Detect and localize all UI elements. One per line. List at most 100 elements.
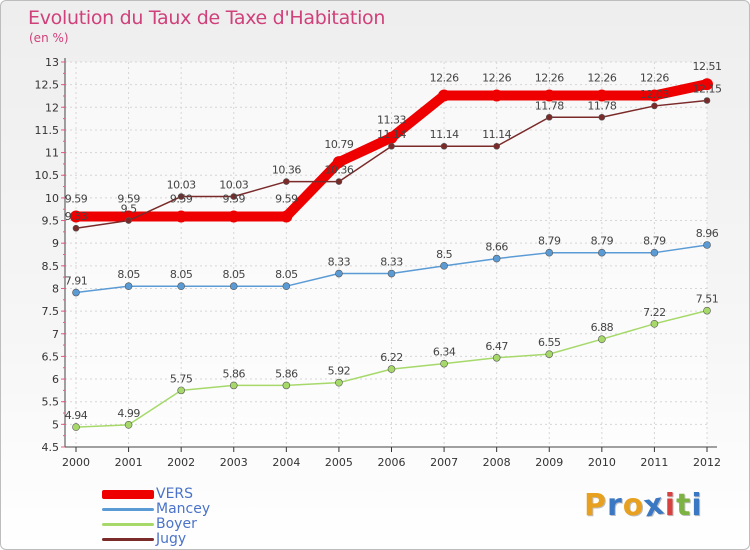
data-point-vers: [385, 131, 398, 144]
data-label-jugy: 10.03: [219, 179, 248, 192]
data-point-jugy: [703, 97, 711, 104]
legend-swatch: [102, 537, 154, 541]
data-point-jugy: [651, 102, 658, 110]
data-label-vers: 9.59: [223, 192, 246, 205]
data-label-boyer: 5.75: [170, 372, 193, 385]
data-label-jugy: 11.14: [377, 128, 406, 141]
data-point-boyer: [72, 423, 80, 431]
data-label-vers: 10.79: [324, 138, 353, 151]
data-label-mancey: 8.96: [696, 227, 719, 240]
data-point-vers: [595, 89, 608, 102]
data-point-jugy: [388, 142, 395, 150]
data-point-vers: [438, 89, 451, 102]
data-label-jugy: 11.78: [535, 99, 564, 112]
data-label-mancey: 8.05: [170, 268, 193, 281]
data-point-mancey: [650, 248, 659, 257]
y-tick-label: 7: [52, 328, 59, 341]
data-point-boyer: [335, 378, 343, 387]
data-label-boyer: 6.47: [485, 340, 508, 353]
data-label-mancey: 8.79: [643, 235, 666, 248]
data-point-boyer: [177, 386, 185, 395]
y-tick-label: 5: [52, 418, 59, 431]
data-label-mancey: 8.79: [591, 235, 614, 248]
data-label-jugy: 10.36: [272, 164, 301, 177]
logo-letter: t: [676, 488, 692, 523]
x-tick-label: 2012: [693, 456, 721, 469]
legend-label: Mancey: [156, 501, 211, 517]
data-label-vers: 12.26: [640, 72, 669, 85]
data-label-boyer: 4.99: [117, 407, 140, 420]
data-point-boyer: [703, 306, 711, 315]
data-point-vers: [70, 210, 82, 223]
data-point-jugy: [335, 178, 343, 185]
data-point-jugy: [72, 224, 80, 232]
data-label-boyer: 4.94: [65, 409, 88, 422]
legend-swatch: [102, 507, 154, 511]
y-tick-label: 10.5: [35, 169, 60, 182]
data-label-jugy: 10.03: [167, 179, 196, 192]
data-point-mancey: [492, 254, 501, 263]
data-label-boyer: 6.88: [591, 321, 614, 334]
data-point-mancey: [545, 248, 554, 257]
x-tick-label: 2011: [640, 456, 668, 469]
data-point-vers: [701, 78, 713, 91]
data-label-mancey: 8.79: [538, 235, 561, 248]
data-label-boyer: 6.22: [380, 351, 403, 364]
data-point-vers: [280, 210, 293, 223]
x-tick-label: 2004: [272, 456, 300, 469]
data-label-mancey: 8.5: [436, 248, 452, 261]
data-label-boyer: 7.51: [696, 293, 719, 306]
data-point-jugy: [125, 217, 132, 224]
data-point-jugy: [545, 113, 553, 121]
x-tick-label: 2007: [430, 456, 458, 469]
y-tick-label: 8: [52, 282, 59, 295]
data-point-mancey: [335, 269, 343, 278]
data-label-boyer: 6.34: [433, 346, 456, 359]
logo-letter: r: [607, 488, 623, 523]
logo-letter: P: [584, 488, 607, 523]
y-tick-label: 6.5: [42, 350, 60, 363]
y-tick-label: 9: [52, 237, 59, 250]
y-tick-label: 13: [45, 56, 59, 69]
data-point-mancey: [72, 288, 80, 297]
logo-letter: i: [664, 488, 677, 523]
data-point-mancey: [703, 241, 711, 249]
data-point-mancey: [440, 262, 448, 270]
data-point-boyer: [440, 359, 448, 368]
data-label-vers: 12.26: [535, 72, 564, 85]
data-point-boyer: [650, 319, 659, 328]
proxiti-logo: Proxiti: [584, 486, 703, 524]
x-tick-label: 2006: [378, 456, 406, 469]
data-label-vers: 9.59: [65, 192, 88, 205]
logo-letter: i: [691, 488, 703, 523]
data-label-boyer: 5.86: [223, 367, 246, 380]
data-point-vers: [543, 89, 556, 102]
data-label-jugy: 11.14: [430, 128, 459, 141]
data-label-vers: 9.59: [117, 192, 140, 205]
legend-swatch: [102, 522, 154, 526]
y-tick-label: 11.5: [35, 124, 60, 137]
data-label-mancey: 8.05: [223, 268, 246, 281]
y-tick-label: 4.5: [42, 441, 60, 454]
y-tick-label: 8.5: [42, 260, 60, 273]
y-tick-label: 6: [52, 373, 59, 386]
x-tick-label: 2008: [483, 456, 511, 469]
data-label-jugy: 11.14: [482, 128, 511, 141]
x-tick-label: 2009: [535, 456, 563, 469]
data-label-mancey: 8.05: [117, 268, 140, 281]
data-point-boyer: [282, 381, 291, 390]
chart-title: Evolution du Taux de Taxe d'Habitation: [28, 7, 386, 29]
y-tick-label: 12: [45, 101, 59, 114]
data-label-boyer: 5.86: [275, 367, 298, 380]
data-point-jugy: [440, 142, 448, 150]
unit-label: (en %): [29, 31, 69, 45]
data-label-mancey: 8.66: [485, 241, 508, 254]
data-label-jugy: 10.36: [324, 164, 353, 177]
data-point-jugy: [493, 142, 500, 150]
data-point-boyer: [229, 381, 238, 390]
data-point-mancey: [387, 269, 396, 278]
data-point-boyer: [124, 421, 133, 429]
data-point-vers: [648, 89, 661, 102]
